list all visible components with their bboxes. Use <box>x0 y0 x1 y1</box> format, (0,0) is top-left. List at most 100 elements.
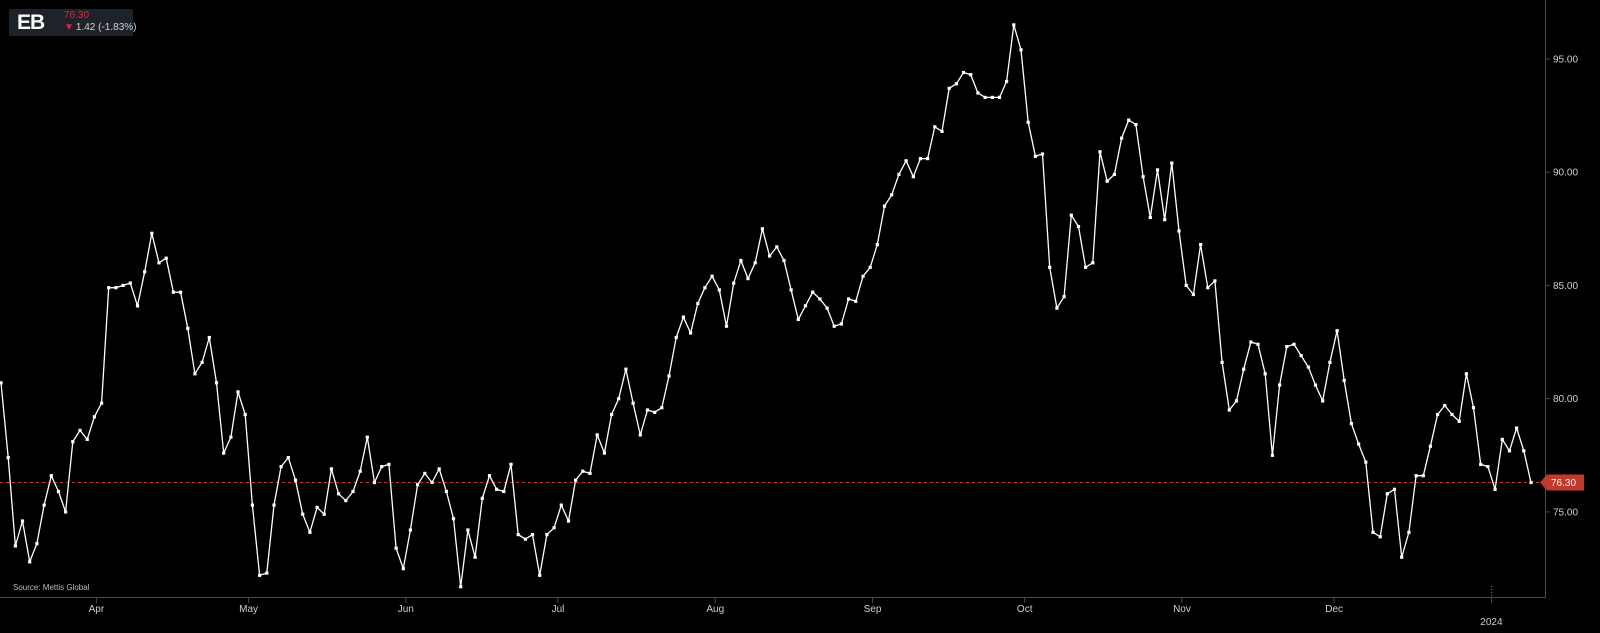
series-line <box>0 24 1532 587</box>
data-point <box>272 503 276 507</box>
data-point <box>509 462 513 466</box>
data-point <box>71 440 75 444</box>
data-point <box>1457 419 1461 423</box>
data-point <box>1428 444 1432 448</box>
data-point <box>803 304 808 308</box>
y-tick-label: 90.00 <box>1553 168 1578 179</box>
data-point <box>1364 460 1368 464</box>
data-point <box>689 331 693 335</box>
data-point <box>882 204 887 208</box>
data-point <box>451 517 456 521</box>
y-tick-label: 80.00 <box>1553 394 1578 405</box>
data-point <box>1306 365 1310 369</box>
data-point <box>143 270 147 274</box>
data-point <box>365 435 369 439</box>
data-point <box>926 157 930 161</box>
down-arrow-icon: ▼ <box>64 22 74 33</box>
x-tick-label: Apr <box>89 604 105 615</box>
data-point <box>286 456 290 460</box>
data-point <box>0 381 3 385</box>
last-value-tag: 76.30 <box>1540 474 1584 491</box>
data-point <box>1486 465 1490 469</box>
data-point <box>1464 372 1468 376</box>
data-point <box>1191 292 1195 297</box>
data-point <box>1515 426 1519 430</box>
data-point <box>1421 474 1425 478</box>
data-point <box>480 496 484 500</box>
x-tick-label: Oct <box>1017 604 1033 615</box>
data-point <box>1220 360 1224 364</box>
data-point <box>64 510 68 514</box>
data-point <box>969 73 973 77</box>
data-point <box>459 585 463 589</box>
data-point <box>796 317 800 321</box>
data-point <box>775 245 779 249</box>
data-point <box>193 372 197 376</box>
data-point <box>1040 152 1045 156</box>
data-point <box>394 546 398 550</box>
data-point <box>1407 530 1411 534</box>
data-point <box>179 290 183 294</box>
data-point <box>940 129 944 133</box>
data-point <box>538 573 542 577</box>
data-point <box>602 451 606 455</box>
data-point <box>1270 453 1274 457</box>
data-point <box>703 286 707 290</box>
data-point <box>1249 340 1253 344</box>
data-point <box>1436 412 1440 417</box>
data-point <box>732 281 736 285</box>
data-point <box>1285 345 1289 349</box>
data-point <box>530 533 535 537</box>
last-value-tag-shape <box>1540 474 1584 491</box>
x-tick-label: Nov <box>1173 604 1191 615</box>
data-point <box>1328 360 1332 364</box>
x-tick-label: Jun <box>398 604 414 615</box>
data-point <box>1141 175 1145 179</box>
data-point <box>1357 442 1361 446</box>
data-point <box>1507 449 1512 453</box>
data-point <box>696 301 700 306</box>
data-point <box>875 243 879 247</box>
data-point <box>301 512 305 516</box>
data-point <box>868 265 872 269</box>
data-point <box>128 281 132 285</box>
data-point <box>164 256 168 260</box>
data-point <box>739 258 743 263</box>
data-point <box>997 95 1002 99</box>
data-point <box>279 465 283 469</box>
data-point <box>760 227 764 231</box>
data-point <box>157 261 161 265</box>
data-point <box>1342 378 1346 383</box>
data-point <box>631 401 635 405</box>
data-point <box>1500 437 1504 441</box>
data-point <box>293 478 298 482</box>
data-point <box>1529 480 1533 485</box>
data-point <box>1163 218 1167 222</box>
x-tick-label: May <box>239 604 258 615</box>
data-point <box>344 499 348 503</box>
data-point <box>753 261 757 265</box>
data-point <box>466 528 470 532</box>
data-point <box>265 571 269 575</box>
data-point <box>236 390 240 394</box>
data-point <box>904 159 908 163</box>
y-tick-label: 85.00 <box>1553 281 1578 292</box>
data-point <box>121 283 125 287</box>
data-point <box>1471 406 1476 410</box>
data-point <box>78 428 82 432</box>
last-value-label: 76.30 <box>1551 478 1576 489</box>
data-point <box>1256 342 1260 346</box>
y-tick-label: 95.00 <box>1553 54 1578 65</box>
data-point <box>1084 265 1088 269</box>
data-point <box>1443 403 1447 408</box>
data-point <box>890 193 894 197</box>
data-point <box>516 533 520 537</box>
data-point <box>1392 487 1397 491</box>
data-point <box>674 335 678 340</box>
data-point <box>523 537 527 541</box>
y-tick-label: 75.00 <box>1553 507 1578 518</box>
data-point <box>1227 408 1231 412</box>
data-point <box>473 555 477 559</box>
data-point <box>667 374 671 378</box>
